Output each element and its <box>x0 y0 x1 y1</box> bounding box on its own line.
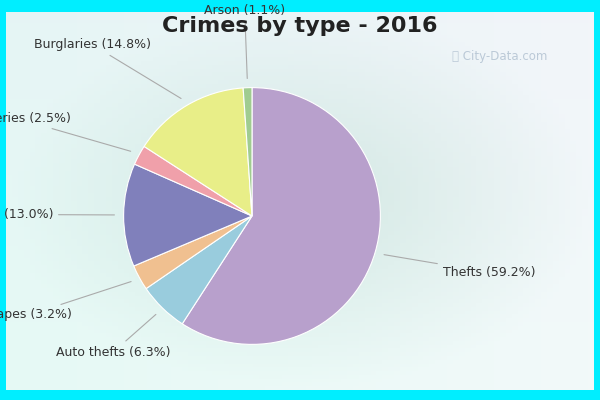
Text: Thefts (59.2%): Thefts (59.2%) <box>384 255 535 279</box>
Wedge shape <box>134 146 252 216</box>
Text: Assaults (13.0%): Assaults (13.0%) <box>0 208 115 221</box>
Wedge shape <box>182 88 380 344</box>
Text: Burglaries (14.8%): Burglaries (14.8%) <box>34 38 181 98</box>
Wedge shape <box>146 216 252 324</box>
Wedge shape <box>144 88 252 216</box>
Text: Robberies (2.5%): Robberies (2.5%) <box>0 112 131 151</box>
Text: ⓘ City-Data.com: ⓘ City-Data.com <box>452 50 547 63</box>
Text: Auto thefts (6.3%): Auto thefts (6.3%) <box>56 314 170 358</box>
Wedge shape <box>124 164 252 266</box>
Text: Rapes (3.2%): Rapes (3.2%) <box>0 282 131 321</box>
Text: Arson (1.1%): Arson (1.1%) <box>204 4 285 78</box>
Wedge shape <box>243 88 252 216</box>
Wedge shape <box>134 216 252 288</box>
Text: Crimes by type - 2016: Crimes by type - 2016 <box>162 16 438 36</box>
